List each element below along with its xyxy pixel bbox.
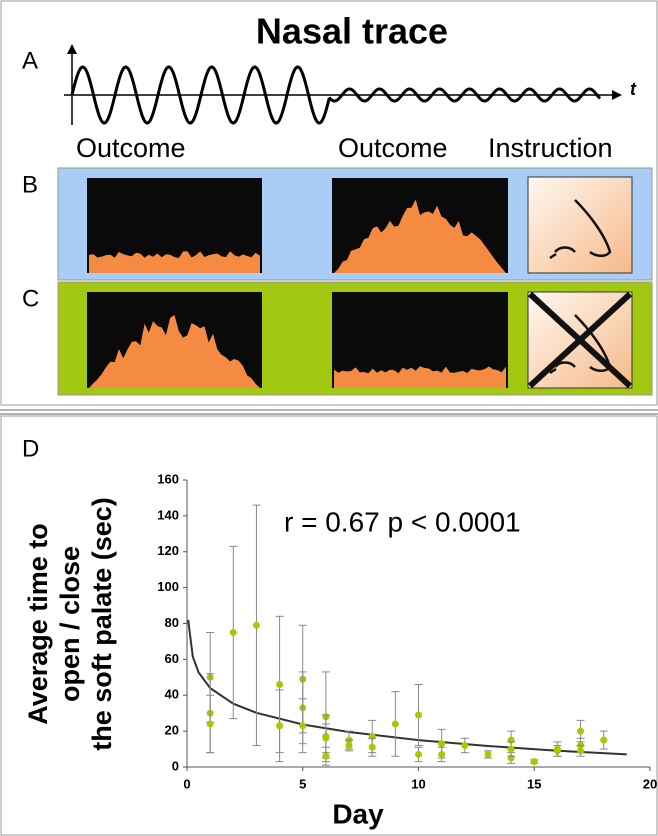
x-tick-label: 10 (411, 776, 425, 791)
y-tick-label: 160 (157, 471, 179, 486)
point (461, 741, 469, 749)
panel-label: A (22, 47, 38, 74)
point (507, 745, 515, 753)
x-tick-label: 20 (643, 776, 657, 791)
point (600, 736, 608, 744)
title: Nasal trace (256, 11, 448, 52)
point (438, 740, 446, 748)
panel-label: B (22, 171, 38, 198)
y-axis-label: open / close (55, 546, 85, 702)
y-tick-label: 20 (165, 723, 179, 738)
point (577, 727, 585, 735)
x-tick-label: 5 (299, 776, 306, 791)
point (276, 680, 284, 688)
top-frame (0, 0, 658, 406)
point (276, 722, 284, 730)
column-header: Outcome (76, 133, 186, 163)
axis-symbol: t (630, 79, 637, 99)
arrow (612, 90, 622, 100)
column-header: Outcome (338, 133, 448, 163)
point (229, 628, 237, 636)
trace-shape (89, 315, 260, 388)
point (299, 722, 307, 730)
nasal-wave (70, 65, 602, 125)
point (322, 752, 330, 760)
point (322, 734, 330, 742)
y-tick-label: 60 (165, 651, 179, 666)
bottom-frame (0, 415, 658, 836)
fit-line (187, 619, 627, 756)
y-axis-label: Average time to (23, 523, 53, 725)
annotation: r = 0.67 p < 0.0001 (284, 506, 521, 537)
point (415, 750, 422, 758)
point (252, 621, 260, 629)
x-tick-label: 15 (527, 776, 541, 791)
cross (527, 291, 633, 389)
point (391, 720, 399, 728)
y-tick-label: 140 (157, 507, 179, 522)
trace-shape (334, 199, 506, 273)
y-tick-label: 40 (165, 687, 179, 702)
column-header: Instruction (488, 133, 613, 163)
x-axis-label: Day (332, 798, 384, 829)
point (484, 750, 492, 758)
point (530, 758, 538, 766)
point (206, 720, 214, 728)
point (415, 711, 422, 719)
point (577, 747, 585, 755)
point (345, 741, 353, 749)
trace-shape (89, 251, 260, 273)
point (553, 745, 561, 753)
nose-icon (549, 199, 612, 260)
y-axis-label: the soft palate (sec) (87, 497, 117, 751)
nose-box (527, 176, 633, 274)
trace-shape (334, 366, 506, 388)
arrow (67, 44, 77, 54)
y-tick-label: 120 (157, 543, 179, 558)
panel-label: C (22, 285, 39, 312)
y-tick-label: 0 (172, 758, 179, 773)
point (438, 750, 446, 758)
panel-label: D (22, 435, 39, 462)
y-tick-label: 100 (157, 579, 179, 594)
point (368, 743, 376, 751)
x-tick-label: 0 (183, 776, 190, 791)
y-tick-label: 80 (165, 615, 179, 630)
